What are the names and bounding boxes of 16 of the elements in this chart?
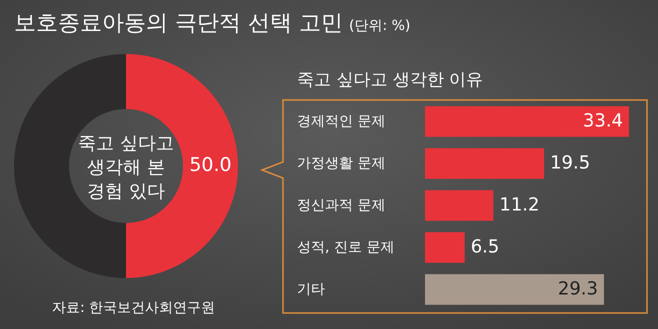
chart-title: 보호종료아동의 극단적 선택 고민 — [14, 11, 343, 36]
data-label: 50.0 — [189, 154, 232, 176]
slice-label: 죽고 싶다고 생각해 본 경험 있다 — [78, 132, 174, 202]
data-label: 19.5 — [550, 152, 590, 174]
y-tick-label: 성적, 진로 문제 — [297, 239, 394, 256]
y-tick-label: 가정생활 문제 — [297, 155, 386, 172]
y-tick-label: 경제적인 문제 — [297, 113, 386, 130]
y-tick-label: 정신과적 문제 — [297, 197, 386, 214]
text: (단위: %) — [348, 18, 410, 34]
data-label: 11.2 — [499, 194, 540, 216]
data-label: 6.5 — [470, 236, 500, 258]
data-label: 33.4 — [582, 110, 623, 132]
y-tick-label: 기타 — [297, 281, 325, 298]
chart-title: 죽고 싶다고 생각한 이유 — [297, 70, 484, 90]
data-label: 29.3 — [558, 278, 598, 300]
text: 자료: 한국보건사회연구원 — [52, 300, 216, 316]
